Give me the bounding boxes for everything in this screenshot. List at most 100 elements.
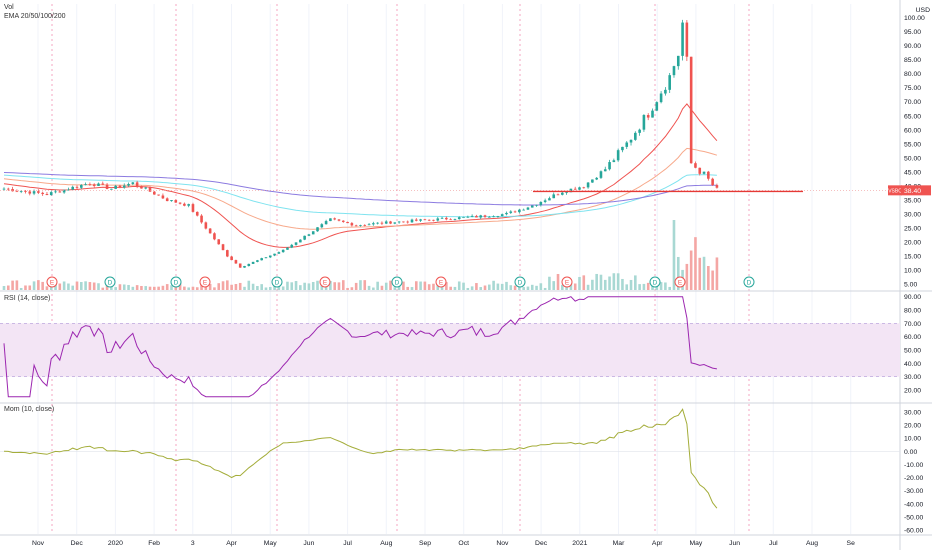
currency-label: USD xyxy=(916,7,930,14)
earnings-marker[interactable]: E xyxy=(200,277,210,287)
time-tick-label: 3 xyxy=(191,540,195,547)
volume-bar xyxy=(144,286,147,290)
volume-bar xyxy=(149,287,152,290)
candle-body xyxy=(432,220,435,221)
time-tick-label: Oct xyxy=(458,540,469,547)
candle-body xyxy=(467,217,470,218)
candle-body xyxy=(716,185,719,188)
candle-body xyxy=(119,186,122,188)
candle-body xyxy=(372,223,375,224)
volume-bar xyxy=(230,285,233,290)
rsi-tick-label: 50.00 xyxy=(904,348,921,355)
candle-body xyxy=(703,172,706,174)
volume-bar xyxy=(698,258,701,290)
ema-legend: EMA 20/50/100/200 xyxy=(4,13,66,20)
price-tag-value: 38.40 xyxy=(904,188,921,195)
rsi-tick-label: 90.00 xyxy=(904,294,921,301)
price-tick-label: 85.00 xyxy=(904,57,921,64)
price-tick-label: 35.00 xyxy=(904,197,921,204)
candle-body xyxy=(398,222,401,223)
volume-bar xyxy=(703,257,706,290)
dividend-marker[interactable]: D xyxy=(272,277,282,287)
candle-body xyxy=(217,239,220,244)
earnings-marker[interactable]: E xyxy=(320,277,330,287)
volume-bar xyxy=(363,280,366,290)
volume-bar xyxy=(303,283,306,290)
candle-body xyxy=(273,254,276,256)
volume-bar xyxy=(535,286,538,290)
volume-bar xyxy=(475,283,478,290)
dividend-marker[interactable]: D xyxy=(515,277,525,287)
volume-bar xyxy=(127,285,130,290)
volume-bar xyxy=(80,282,83,290)
volume-bar xyxy=(101,288,104,290)
volume-bar xyxy=(89,282,92,290)
time-tick-label: 2021 xyxy=(572,540,587,547)
volume-bar xyxy=(295,281,298,290)
dividend-marker[interactable]: D xyxy=(650,277,660,287)
earnings-marker[interactable]: E xyxy=(675,277,685,287)
candle-body xyxy=(535,205,538,206)
event-label: D xyxy=(108,280,113,287)
candle-body xyxy=(346,222,349,223)
candle-body xyxy=(196,212,199,216)
volume-bar xyxy=(93,283,96,290)
price-tick-label: 80.00 xyxy=(904,71,921,78)
volume-bar xyxy=(492,281,495,290)
earnings-marker[interactable]: E xyxy=(47,277,57,287)
candle-body xyxy=(518,210,521,212)
dividend-marker[interactable]: D xyxy=(171,277,181,287)
price-tick-label: 70.00 xyxy=(904,99,921,106)
volume-bar xyxy=(114,287,117,290)
volume-bar xyxy=(608,276,611,290)
event-label: E xyxy=(203,280,208,287)
candle-body xyxy=(41,193,44,194)
candle-body xyxy=(174,200,177,203)
earnings-marker[interactable]: E xyxy=(436,277,446,287)
candle-body xyxy=(114,186,117,189)
candle-body xyxy=(540,202,543,205)
candle-body xyxy=(411,220,414,223)
price-tick-label: 50.00 xyxy=(904,155,921,162)
event-label: D xyxy=(518,280,523,287)
volume-bar xyxy=(76,282,79,290)
volume-bar xyxy=(381,286,384,290)
time-tick-label: Aug xyxy=(806,540,818,547)
candle-body xyxy=(321,224,324,227)
price-tick-label: 100.00 xyxy=(904,15,925,22)
candle-body xyxy=(698,168,701,174)
candle-body xyxy=(673,66,676,75)
candle-body xyxy=(256,260,259,262)
volume-bar xyxy=(625,284,628,290)
candle-body xyxy=(548,198,551,200)
volume-bar xyxy=(97,283,100,290)
volume-bar xyxy=(522,287,525,290)
earnings-marker[interactable]: E xyxy=(562,277,572,287)
candle-body xyxy=(613,160,616,162)
volume-bar xyxy=(7,286,10,290)
candle-body xyxy=(136,182,139,186)
volume-bar xyxy=(226,280,229,290)
candle-body xyxy=(368,224,371,225)
candle-body xyxy=(76,187,79,188)
dividend-marker[interactable]: D xyxy=(744,277,754,287)
volume-bar xyxy=(355,283,358,290)
mom-legend: Mom (10, close) xyxy=(4,406,54,413)
candle-body xyxy=(282,250,285,252)
volume-bar xyxy=(235,284,238,290)
volume-bar xyxy=(3,286,6,290)
candle-body xyxy=(707,172,710,179)
candle-body xyxy=(660,94,663,103)
price-tick-label: 10.00 xyxy=(904,267,921,274)
mom-tick-label: -50.00 xyxy=(904,514,923,521)
dividend-marker[interactable]: D xyxy=(392,277,402,287)
candle-body xyxy=(677,56,680,66)
volume-bar xyxy=(269,287,272,290)
time-axis: Nov Dec 2020 Feb 3 Apr May Jun Jul Aug Sep Oct Nov De… xyxy=(32,540,855,547)
dividend-marker[interactable]: D xyxy=(105,277,115,287)
volume-bar xyxy=(634,275,637,290)
time-tick-label: Dec xyxy=(71,540,84,547)
candle-body xyxy=(239,263,242,267)
